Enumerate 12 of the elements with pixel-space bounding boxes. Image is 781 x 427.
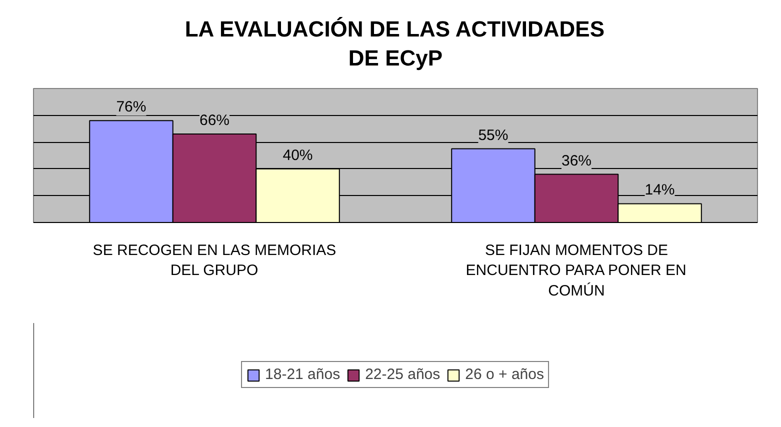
legend-label: 18-21 años	[265, 366, 340, 383]
data-label: 36%	[561, 152, 592, 170]
data-label: 55%	[478, 126, 508, 144]
x-tick-label: SE FIJAN MOMENTOS DE ENCUENTRO PARA PONER EN COMÚN	[466, 242, 686, 300]
data-label: 40%	[282, 146, 313, 164]
data-label: 14%	[644, 182, 675, 199]
x-tick-label: SE RECOGEN EN LAS MEMORIAS DEL GRUPO	[92, 242, 336, 280]
legend-label: 22-25 años	[365, 366, 440, 383]
data-label: 76%	[116, 98, 146, 116]
legend-label: 26 o + años	[465, 366, 544, 383]
data-label: 66%	[199, 112, 230, 130]
chart-title: LA EVALUACIÓN DE LAS ACTIVIDADES DE ECyP	[184, 16, 605, 70]
